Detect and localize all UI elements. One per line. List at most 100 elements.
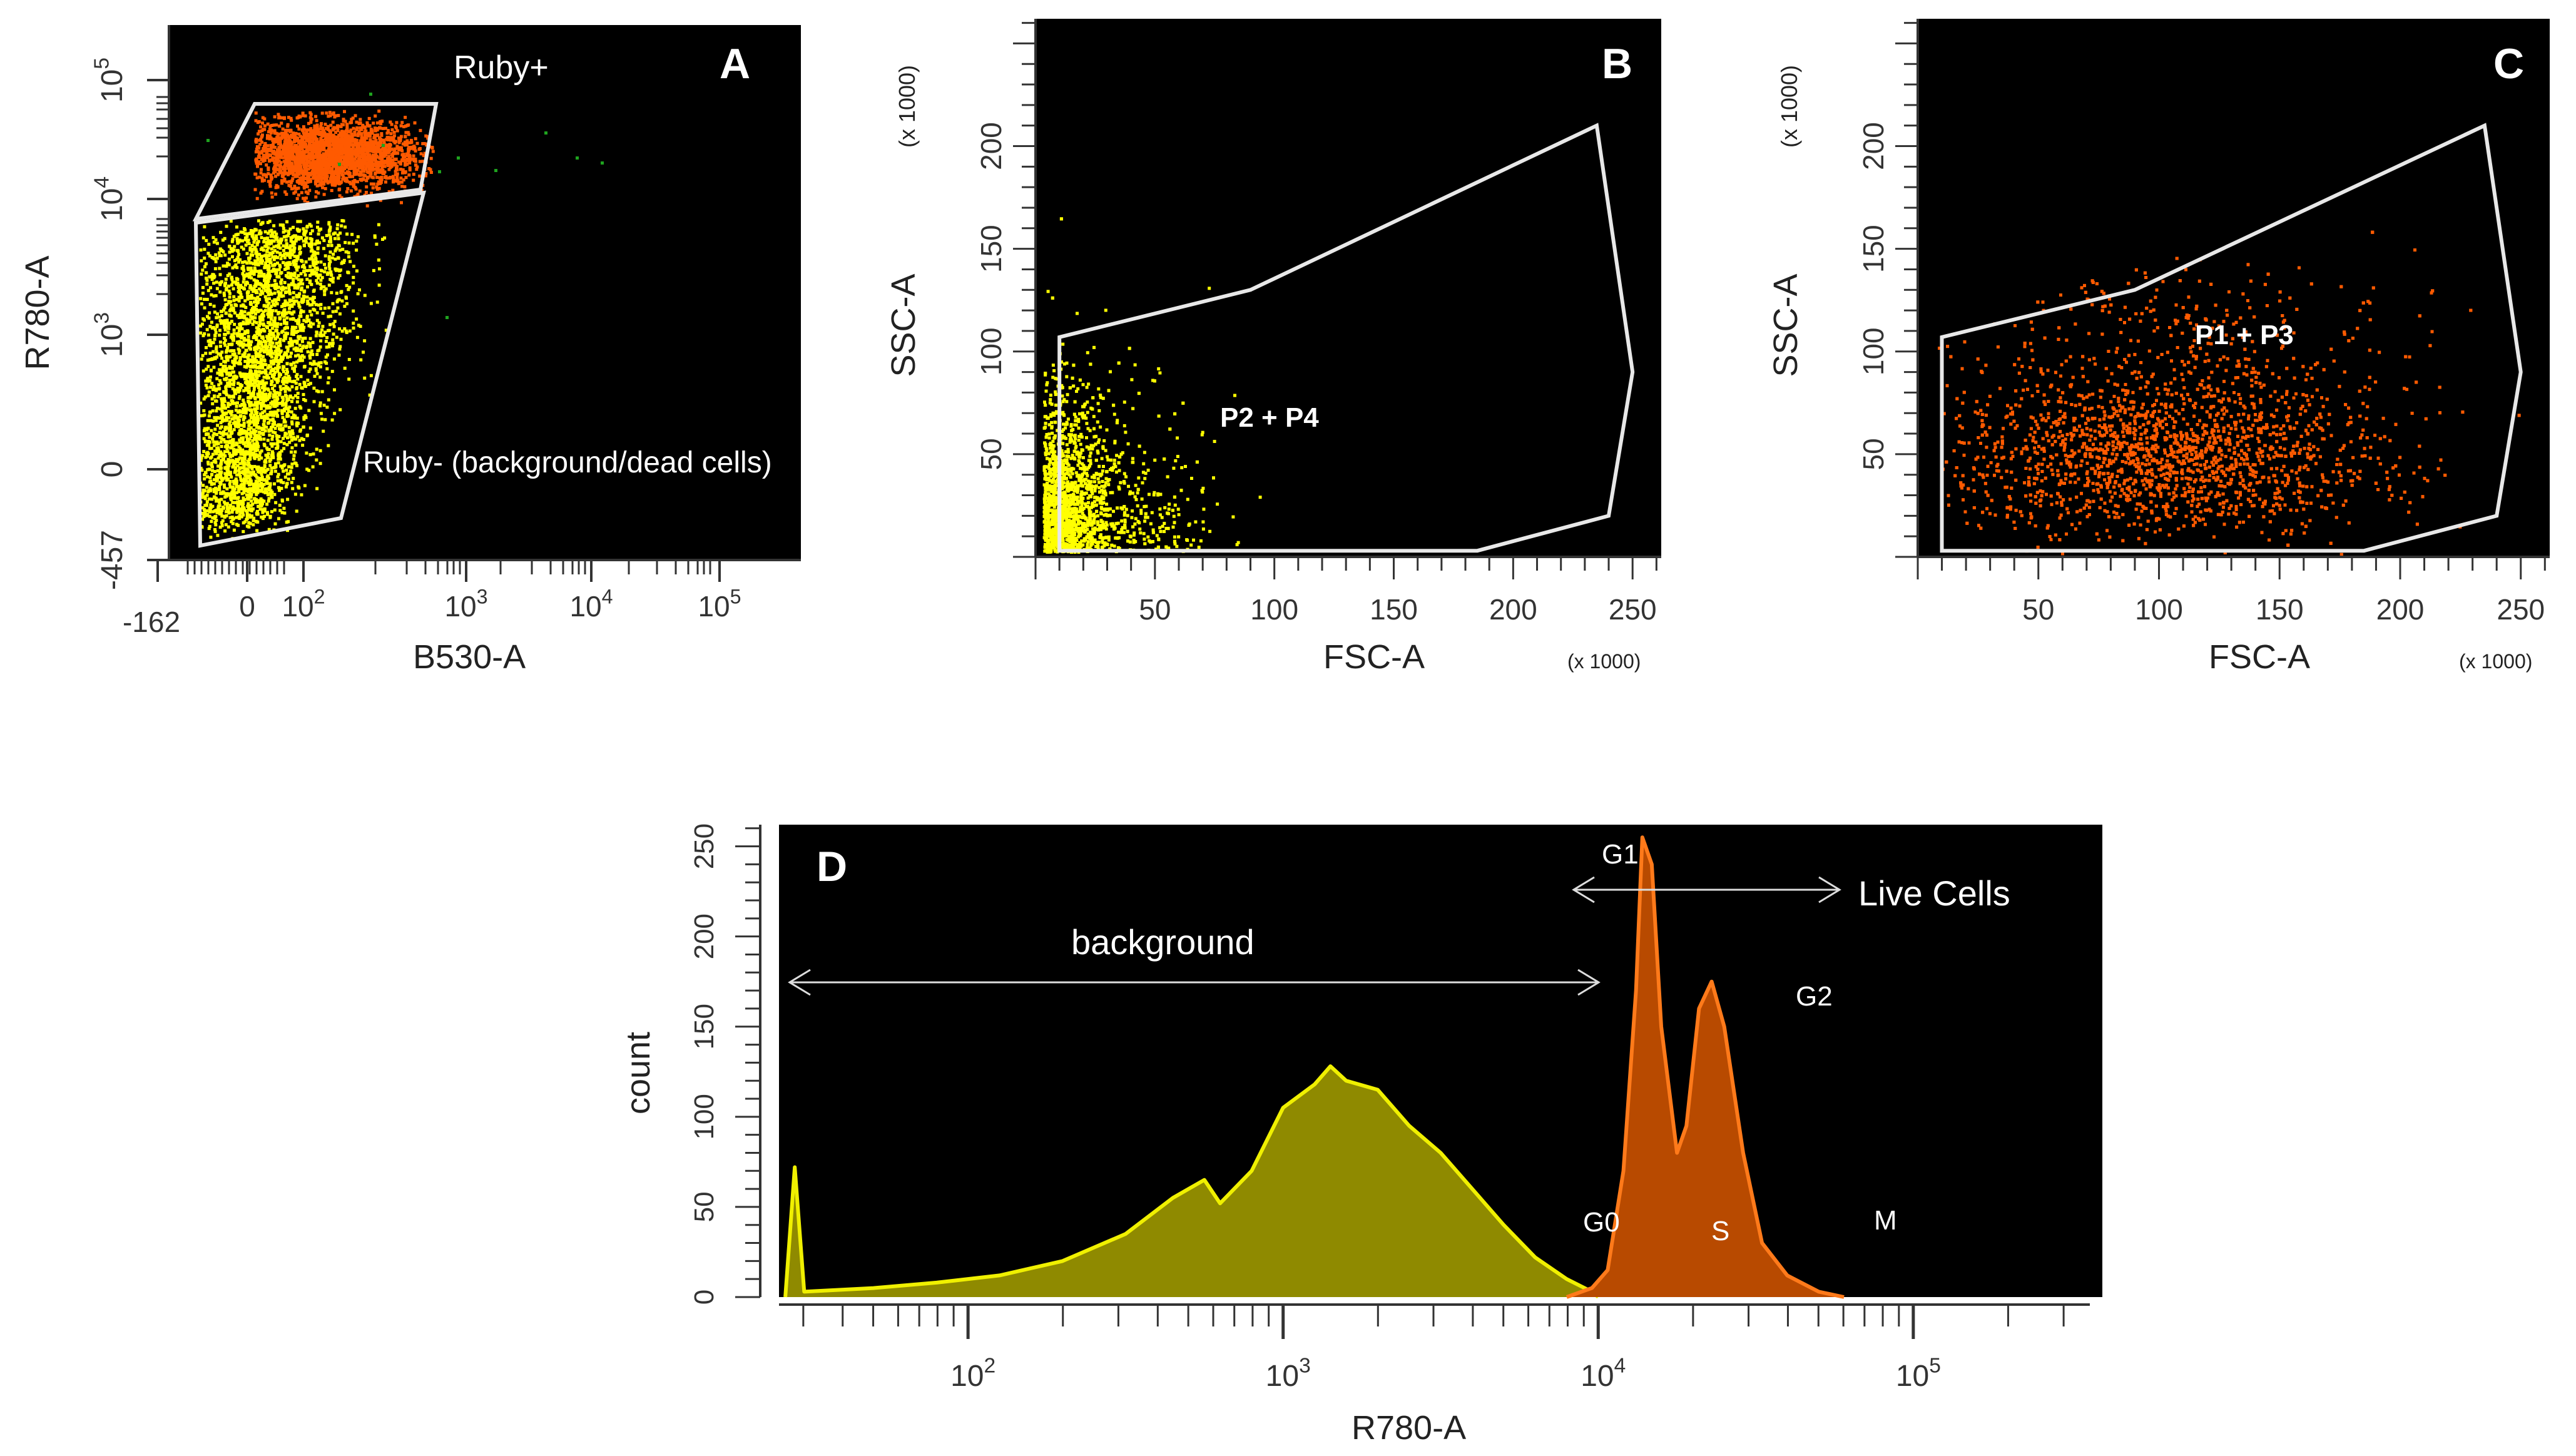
- ruby-pos-event: [407, 153, 411, 157]
- ruby-neg-event: [369, 374, 373, 377]
- ruby-neg-event: [287, 477, 290, 481]
- ruby-pos-event: [389, 157, 392, 161]
- ruby-neg-event: [275, 342, 278, 345]
- ruby-neg-event: [252, 404, 256, 407]
- ruby-pos-event: [347, 143, 351, 147]
- ruby-pos-event: [407, 133, 410, 136]
- ruby-neg-event: [219, 362, 223, 366]
- ruby-pos-event: [265, 175, 268, 178]
- ruby-neg-event: [233, 245, 237, 248]
- ruby-neg-event: [312, 263, 315, 267]
- ruby-pos-event: [351, 175, 354, 178]
- ruby-pos-event: [362, 149, 366, 153]
- ruby-pos-event: [254, 111, 258, 115]
- ruby-pos-event: [320, 127, 323, 131]
- ruby-neg-event: [255, 237, 258, 240]
- ruby-pos-event: [267, 180, 270, 183]
- ruby-neg-event: [293, 364, 297, 368]
- ruby-pos-event: [300, 183, 304, 186]
- ruby-neg-event: [247, 461, 251, 465]
- ruby-neg-event: [225, 393, 228, 397]
- ruby-pos-event: [342, 175, 345, 179]
- ruby-pos-event: [283, 133, 287, 137]
- ruby-pos-event: [384, 147, 387, 151]
- ruby-neg-event: [266, 221, 270, 225]
- ruby-pos-event: [387, 130, 390, 134]
- ruby-pos-event: [297, 132, 301, 136]
- ruby-neg-event: [252, 290, 255, 293]
- ruby-neg-event: [214, 461, 218, 464]
- ruby-neg-event: [213, 478, 216, 482]
- ruby-pos-event: [409, 146, 412, 150]
- ruby-pos-event: [284, 145, 288, 149]
- ruby-pos-event: [372, 146, 375, 149]
- ruby-neg-event: [268, 242, 272, 246]
- ruby-pos-event: [324, 133, 328, 136]
- ruby-neg-event: [336, 306, 340, 310]
- ruby-neg-event: [348, 329, 352, 333]
- ruby-neg-event: [290, 481, 293, 484]
- ruby-pos-event: [339, 158, 343, 162]
- ruby-neg-event: [266, 303, 270, 307]
- ruby-neg-event: [340, 329, 344, 333]
- ruby-pos-event: [335, 171, 339, 175]
- ruby-pos-event: [325, 111, 328, 115]
- ruby-pos-event: [305, 164, 308, 167]
- ruby-pos-event: [315, 184, 319, 188]
- ruby-neg-event: [215, 499, 218, 503]
- ruby-pos-event: [270, 195, 274, 199]
- ruby-neg-event: [208, 311, 211, 315]
- ruby-neg-event: [218, 290, 222, 294]
- ruby-neg-event: [270, 355, 273, 359]
- ruby-neg-event: [291, 487, 295, 491]
- ruby-neg-event: [248, 246, 252, 250]
- ruby-neg-event: [277, 348, 280, 351]
- ruby-pos-event: [349, 189, 353, 193]
- ruby-neg-event: [215, 347, 218, 351]
- ruby-neg-event: [228, 355, 232, 359]
- ruby-pos-event: [284, 137, 288, 141]
- ruby-pos-event: [285, 153, 289, 156]
- ruby-pos-event: [391, 188, 395, 192]
- ruby-pos-event: [290, 171, 293, 175]
- ruby-neg-event: [238, 395, 242, 399]
- ruby-pos-event: [268, 185, 272, 188]
- ruby-pos-event: [319, 137, 323, 140]
- ruby-pos-event: [376, 150, 380, 153]
- ruby-pos-event: [414, 137, 417, 141]
- ruby-neg-event: [275, 268, 278, 272]
- ruby-pos-event: [275, 184, 278, 188]
- ruby-neg-event: [279, 423, 283, 427]
- ruby-pos-event: [350, 135, 354, 138]
- ruby-neg-event: [227, 300, 231, 303]
- ruby-neg-event: [264, 363, 268, 367]
- ruby-pos-event: [364, 129, 368, 133]
- ruby-pos-event: [405, 141, 409, 145]
- ruby-pos-event: [277, 113, 280, 116]
- ruby-pos-event: [309, 119, 313, 123]
- ruby-neg-event: [251, 439, 255, 442]
- ruby-pos-event: [305, 160, 309, 163]
- ruby-neg-event: [308, 273, 312, 277]
- ruby-pos-event: [373, 136, 377, 140]
- ruby-pos-event: [394, 166, 398, 170]
- ruby-pos-event: [308, 143, 312, 146]
- ruby-neg-event: [321, 312, 325, 315]
- ruby-neg-event: [221, 264, 225, 268]
- ruby-pos-event: [405, 158, 409, 161]
- ruby-pos-event: [384, 126, 387, 130]
- ruby-pos-event: [346, 187, 350, 190]
- ruby-neg-event: [232, 332, 236, 335]
- ruby-pos-event: [331, 161, 335, 165]
- ruby-neg-event: [243, 416, 247, 420]
- ruby-neg-event: [250, 308, 253, 312]
- ruby-pos-event: [283, 151, 287, 155]
- ruby-pos-event: [317, 176, 320, 179]
- ruby-neg-event: [247, 268, 250, 272]
- ruby-neg-event: [253, 316, 257, 320]
- ruby-neg-event: [278, 344, 282, 347]
- ruby-pos-event: [383, 150, 387, 154]
- ruby-pos-event: [288, 166, 292, 170]
- ruby-pos-event: [299, 153, 302, 156]
